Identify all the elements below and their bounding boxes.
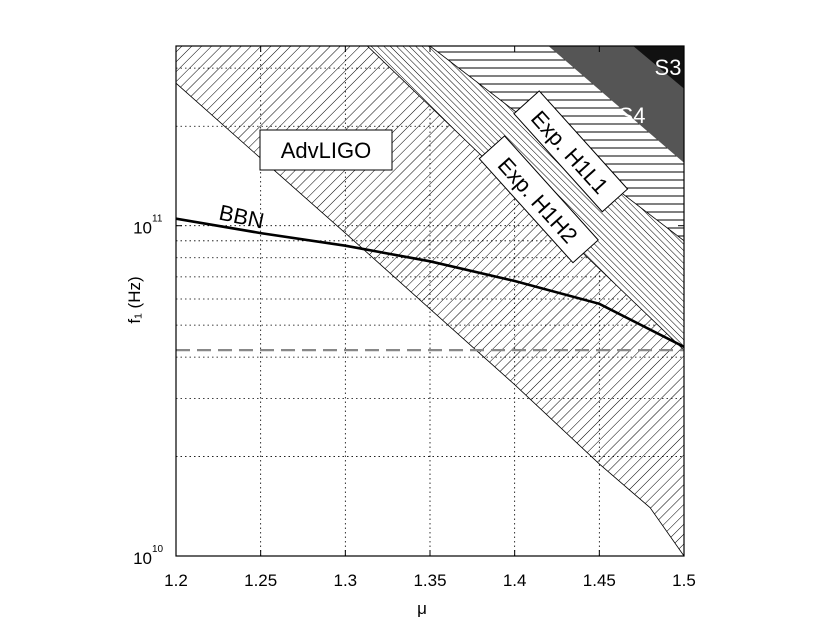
y-tick-label: 10 <box>133 219 152 238</box>
x-tick-label: 1.45 <box>583 571 616 590</box>
x-tick-label: 1.25 <box>244 571 277 590</box>
x-tick-label: 1.5 <box>672 571 696 590</box>
h1h2-label-box <box>478 135 599 264</box>
y-tick-exponent: 11 <box>152 214 163 225</box>
advligo-label-box <box>259 129 393 171</box>
x-tick-label: 1.2 <box>164 571 188 590</box>
s4-label: S4 <box>619 103 646 128</box>
y-tick-label: 10 <box>133 549 152 568</box>
h1l1-label-box <box>513 90 629 213</box>
region-s4 <box>548 46 684 163</box>
advligo-label: AdvLIGO <box>281 138 371 163</box>
x-axis-label: μ <box>417 599 427 618</box>
region-s3 <box>633 46 684 89</box>
y-tick-exponent: 10 <box>152 544 164 555</box>
x-tick-label: 1.3 <box>334 571 358 590</box>
x-tick-label: 1.35 <box>413 571 446 590</box>
bbn-line <box>176 217 684 348</box>
y-axis-label: f₁ (Hz) <box>125 276 144 323</box>
s3-label: S3 <box>655 55 682 80</box>
x-tick-label: 1.4 <box>503 571 527 590</box>
lines <box>176 217 684 352</box>
